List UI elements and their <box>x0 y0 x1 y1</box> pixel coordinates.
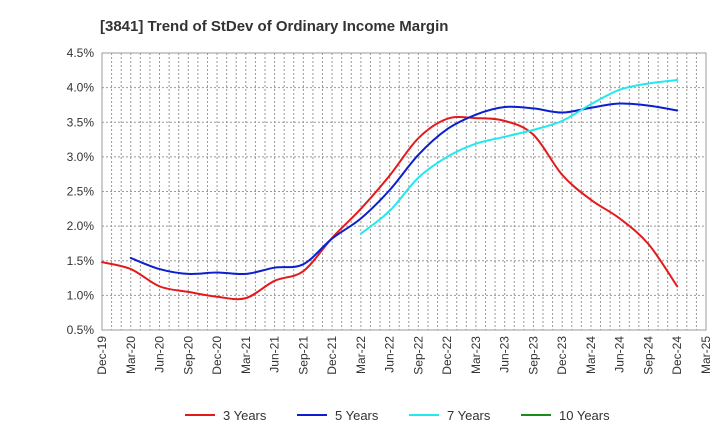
series-line-5-years <box>129 102 679 276</box>
y-tick-label: 1.0% <box>67 288 95 302</box>
x-tick-label: Mar-20 <box>124 336 138 374</box>
x-tick-label: Dec-23 <box>555 336 569 375</box>
y-axis-tick-labels: 0.5% 1.0% 1.5% 2.0% 2.5% 3.0% 3.5% 4.0% 4.5% <box>67 46 95 337</box>
x-tick-label: Sep-23 <box>526 336 540 375</box>
legend-label-7-years: 7 Years <box>447 408 491 423</box>
x-tick-label: Sep-21 <box>296 336 310 375</box>
chart-title: [3841] Trend of StDev of Ordinary Income… <box>100 18 448 35</box>
legend-label-10-years: 10 Years <box>559 408 610 423</box>
x-tick-label: Sep-22 <box>411 336 425 375</box>
x-tick-label: Sep-24 <box>641 336 655 375</box>
y-tick-label: 1.5% <box>67 254 95 268</box>
y-tick-label: 4.0% <box>67 81 95 95</box>
legend: 3 Years 5 Years 7 Years 10 Years <box>185 408 610 423</box>
y-tick-label: 0.5% <box>67 323 95 337</box>
series-line-3-years <box>101 116 679 301</box>
x-tick-label: Dec-24 <box>670 336 684 375</box>
y-tick-label: 2.5% <box>67 185 95 199</box>
x-tick-label: Dec-19 <box>95 336 109 375</box>
series-line-7-years <box>359 79 679 235</box>
x-tick-label: Mar-25 <box>699 336 713 374</box>
x-tick-label: Dec-22 <box>440 336 454 375</box>
x-tick-label: Mar-22 <box>354 336 368 374</box>
y-tick-label: 4.5% <box>67 46 95 60</box>
x-tick-label: Jun-23 <box>498 336 512 373</box>
legend-label-5-years: 5 Years <box>335 408 379 423</box>
x-tick-label: Jun-21 <box>268 336 282 373</box>
x-tick-label: Jun-24 <box>613 336 627 373</box>
y-tick-label: 2.0% <box>67 219 95 233</box>
x-tick-label: Mar-24 <box>584 336 598 374</box>
legend-label-3-years: 3 Years <box>223 408 267 423</box>
series-lines <box>101 79 679 301</box>
x-tick-label: Jun-20 <box>153 336 167 373</box>
x-tick-label: Jun-22 <box>383 336 397 373</box>
x-tick-label: Dec-21 <box>325 336 339 375</box>
x-axis-tick-labels: Dec-19 Mar-20 Jun-20 Sep-20 Dec-20 Mar-21 Jun-… <box>95 336 713 375</box>
x-tick-label: Mar-23 <box>469 336 483 374</box>
x-tick-label: Dec-20 <box>210 336 224 375</box>
y-tick-label: 3.5% <box>67 115 95 129</box>
y-tick-label: 3.0% <box>67 150 95 164</box>
x-tick-label: Mar-21 <box>239 336 253 374</box>
x-tick-label: Sep-20 <box>181 336 195 375</box>
